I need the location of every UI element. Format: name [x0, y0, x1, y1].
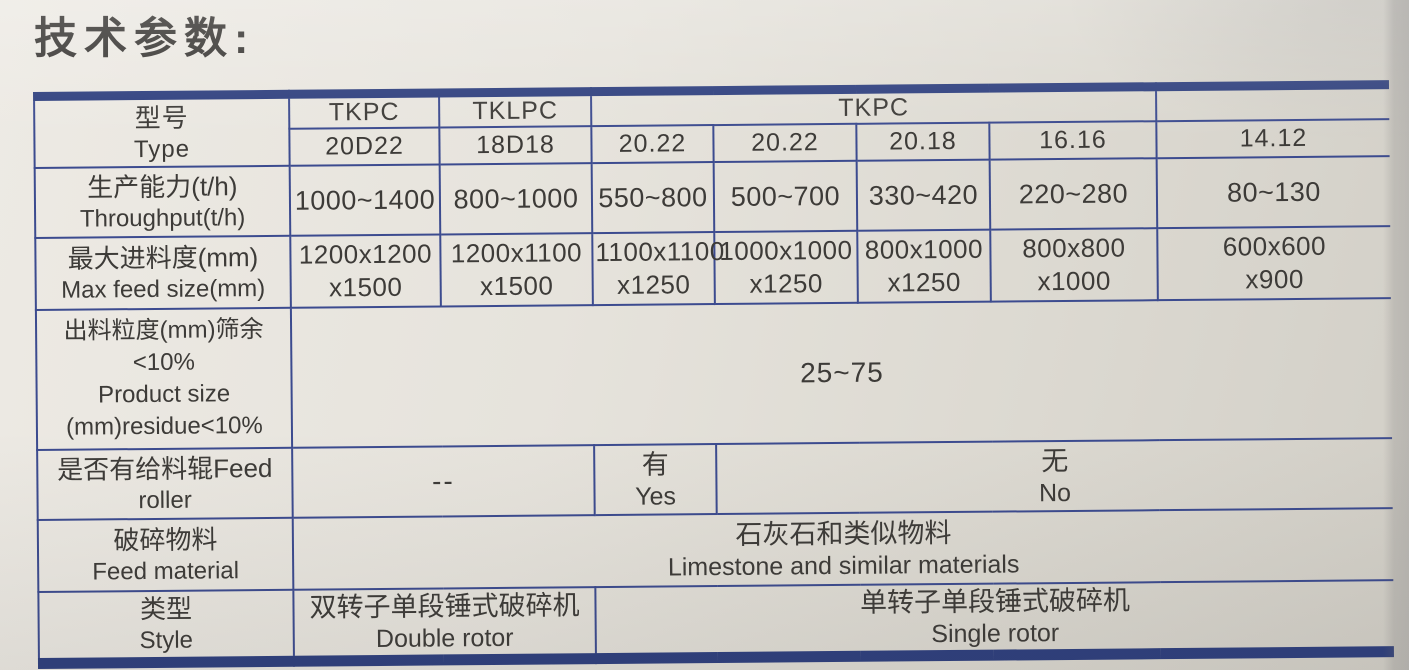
- row-product-size: 出料粒度(mm)筛余 <10% Product size (mm)residue…: [35, 298, 1393, 450]
- throughput-value-cell: 220~280: [989, 158, 1158, 230]
- model-cell: 20.22: [713, 123, 857, 163]
- throughput-value-cell: 500~700: [713, 160, 858, 233]
- model-cell: 20.22: [591, 125, 714, 164]
- row-feed-material: 破碎物料 Feed material 石灰石和类似物料 Limestone an…: [37, 508, 1394, 592]
- feed-roller-yes-en: Yes: [635, 481, 677, 511]
- type-label-cell: 型号 Type: [34, 94, 290, 168]
- throughput-label-en: Throughput(t/h): [79, 203, 246, 233]
- feed-roller-no-cn: 无: [1041, 445, 1069, 476]
- product-size-label-line1: 出料粒度(mm)筛余: [63, 315, 264, 345]
- max-feed-label-cell: 最大进料度(mm) Max feed size(mm): [35, 235, 291, 310]
- type-label-en: Type: [133, 135, 191, 163]
- max-feed-value-cell: 1000x1000 x1250: [714, 230, 858, 305]
- page-title: 技术参数:: [34, 15, 256, 63]
- feed-roller-label-cell: 是否有给料辊Feed roller: [37, 447, 293, 520]
- model-cell: 18D18: [439, 126, 592, 165]
- throughput-value-cell: 330~420: [856, 159, 991, 231]
- max-feed-value-cell: 800x1000 x1250: [857, 229, 991, 303]
- throughput-label-cell: 生产能力(t/h) Throughput(t/h): [34, 165, 291, 238]
- brand-group-cell-tkpc: TKPC: [591, 86, 1157, 127]
- max-feed-value-cell: 1100x1100 x1250: [592, 232, 725, 306]
- style-double-rotor-en: Double rotor: [375, 623, 514, 654]
- type-label-cn: 型号: [134, 102, 189, 133]
- feed-material-label-cn: 破碎物料: [113, 523, 218, 555]
- brand-cell-tkpc: TKPC: [289, 92, 440, 129]
- model-cell: 20.18: [856, 122, 990, 161]
- feed-material-label-cell: 破碎物料 Feed material: [37, 517, 294, 592]
- row-throughput: 生产能力(t/h) Throughput(t/h) 1000~1400 800~…: [34, 156, 1391, 238]
- row-feed-roller: 是否有给料辊Feed roller -- 有 Yes 无 No: [37, 438, 1393, 520]
- style-double-rotor-cell: 双转子单段锤式破碎机 Double rotor: [293, 587, 596, 662]
- max-feed-value-cell: 800x800 x1000: [990, 228, 1158, 302]
- row-max-feed-size: 最大进料度(mm) Max feed size(mm) 1200x1200 x1…: [35, 226, 1391, 310]
- throughput-value-cell: 80~130: [1156, 156, 1391, 229]
- feed-roller-no-cell: 无 No: [716, 438, 1393, 515]
- feed-roller-no-en: No: [1038, 478, 1072, 507]
- style-single-rotor-en: Single rotor: [931, 619, 1060, 649]
- product-size-value-cell: 25~75: [290, 298, 1393, 448]
- throughput-value-cell: 550~800: [591, 162, 715, 234]
- product-size-label-line3: Product size: [97, 380, 231, 409]
- max-feed-label-cn: 最大进料度(mm): [67, 241, 259, 274]
- feed-roller-label-line1: 是否有给料辊Feed: [57, 452, 273, 485]
- spec-table: 型号 Type TKPC TKLPC TKPC 20D22 18D18 20.2…: [33, 80, 1394, 669]
- feed-roller-label-line2: roller: [138, 486, 192, 514]
- feed-roller-yes-cn: 有: [641, 448, 669, 480]
- style-label-cn: 类型: [139, 593, 193, 625]
- brand-cell-tklpc: TKLPC: [439, 91, 592, 128]
- throughput-value-cell: 1000~1400: [289, 164, 441, 236]
- throughput-value-cell: 800~1000: [439, 163, 593, 235]
- max-feed-label-en: Max feed size(mm): [61, 274, 266, 304]
- model-cell: 16.16: [989, 121, 1157, 160]
- style-label-en: Style: [139, 626, 194, 655]
- style-single-rotor-cell: 单转子单段锤式破碎机 Single rotor: [595, 580, 1394, 659]
- feed-roller-yes-cell: 有 Yes: [594, 444, 717, 516]
- product-size-label-line4: (mm)residue<10%: [65, 412, 263, 441]
- spec-table-wrap: 型号 Type TKPC TKLPC TKPC 20D22 18D18 20.2…: [33, 80, 1394, 669]
- product-size-label-line2: <10%: [132, 348, 196, 377]
- feed-roller-none-cell: --: [292, 445, 595, 518]
- max-feed-value-cell: 1200x1200 x1500: [290, 234, 441, 308]
- max-feed-value-cell: 1200x1100 x1500: [440, 233, 593, 307]
- throughput-label-cn: 生产能力(t/h): [87, 170, 238, 203]
- model-cell: 20D22: [289, 127, 440, 166]
- style-double-rotor-cn: 双转子单段锤式破碎机: [309, 590, 580, 623]
- feed-material-value-cell: 石灰石和类似物料 Limestone and similar materials: [292, 508, 1394, 590]
- row-style: 类型 Style 双转子单段锤式破碎机 Double rotor 单转子单段锤式…: [38, 580, 1394, 664]
- style-label-cell: 类型 Style: [38, 589, 294, 664]
- product-size-label-cell: 出料粒度(mm)筛余 <10% Product size (mm)residue…: [35, 307, 293, 450]
- max-feed-value-cell: 600x600 x900: [1157, 226, 1391, 301]
- feed-material-label-en: Feed material: [92, 556, 240, 586]
- brand-empty-cell: [1155, 84, 1390, 122]
- model-cell: 14.12: [1156, 119, 1390, 159]
